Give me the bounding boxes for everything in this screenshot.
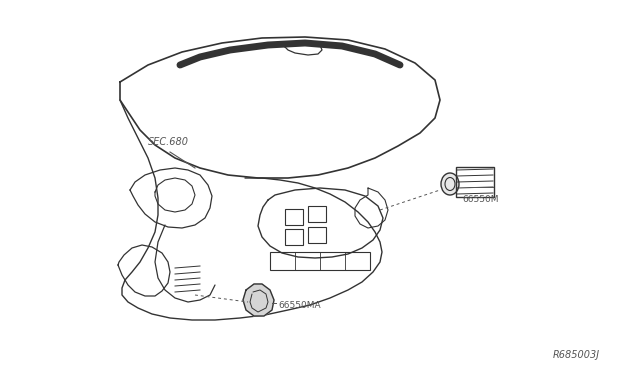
- Text: SEC.680: SEC.680: [148, 137, 189, 147]
- Bar: [285, 209, 303, 225]
- Bar: [456, 167, 494, 197]
- Text: 66550MA: 66550MA: [278, 301, 321, 311]
- Bar: [270, 252, 370, 270]
- Polygon shape: [243, 284, 274, 316]
- Bar: [308, 206, 326, 222]
- Text: 66550M: 66550M: [462, 196, 499, 205]
- Bar: [308, 227, 326, 243]
- Bar: [285, 229, 303, 245]
- Text: R685003J: R685003J: [553, 350, 600, 360]
- Ellipse shape: [441, 173, 459, 195]
